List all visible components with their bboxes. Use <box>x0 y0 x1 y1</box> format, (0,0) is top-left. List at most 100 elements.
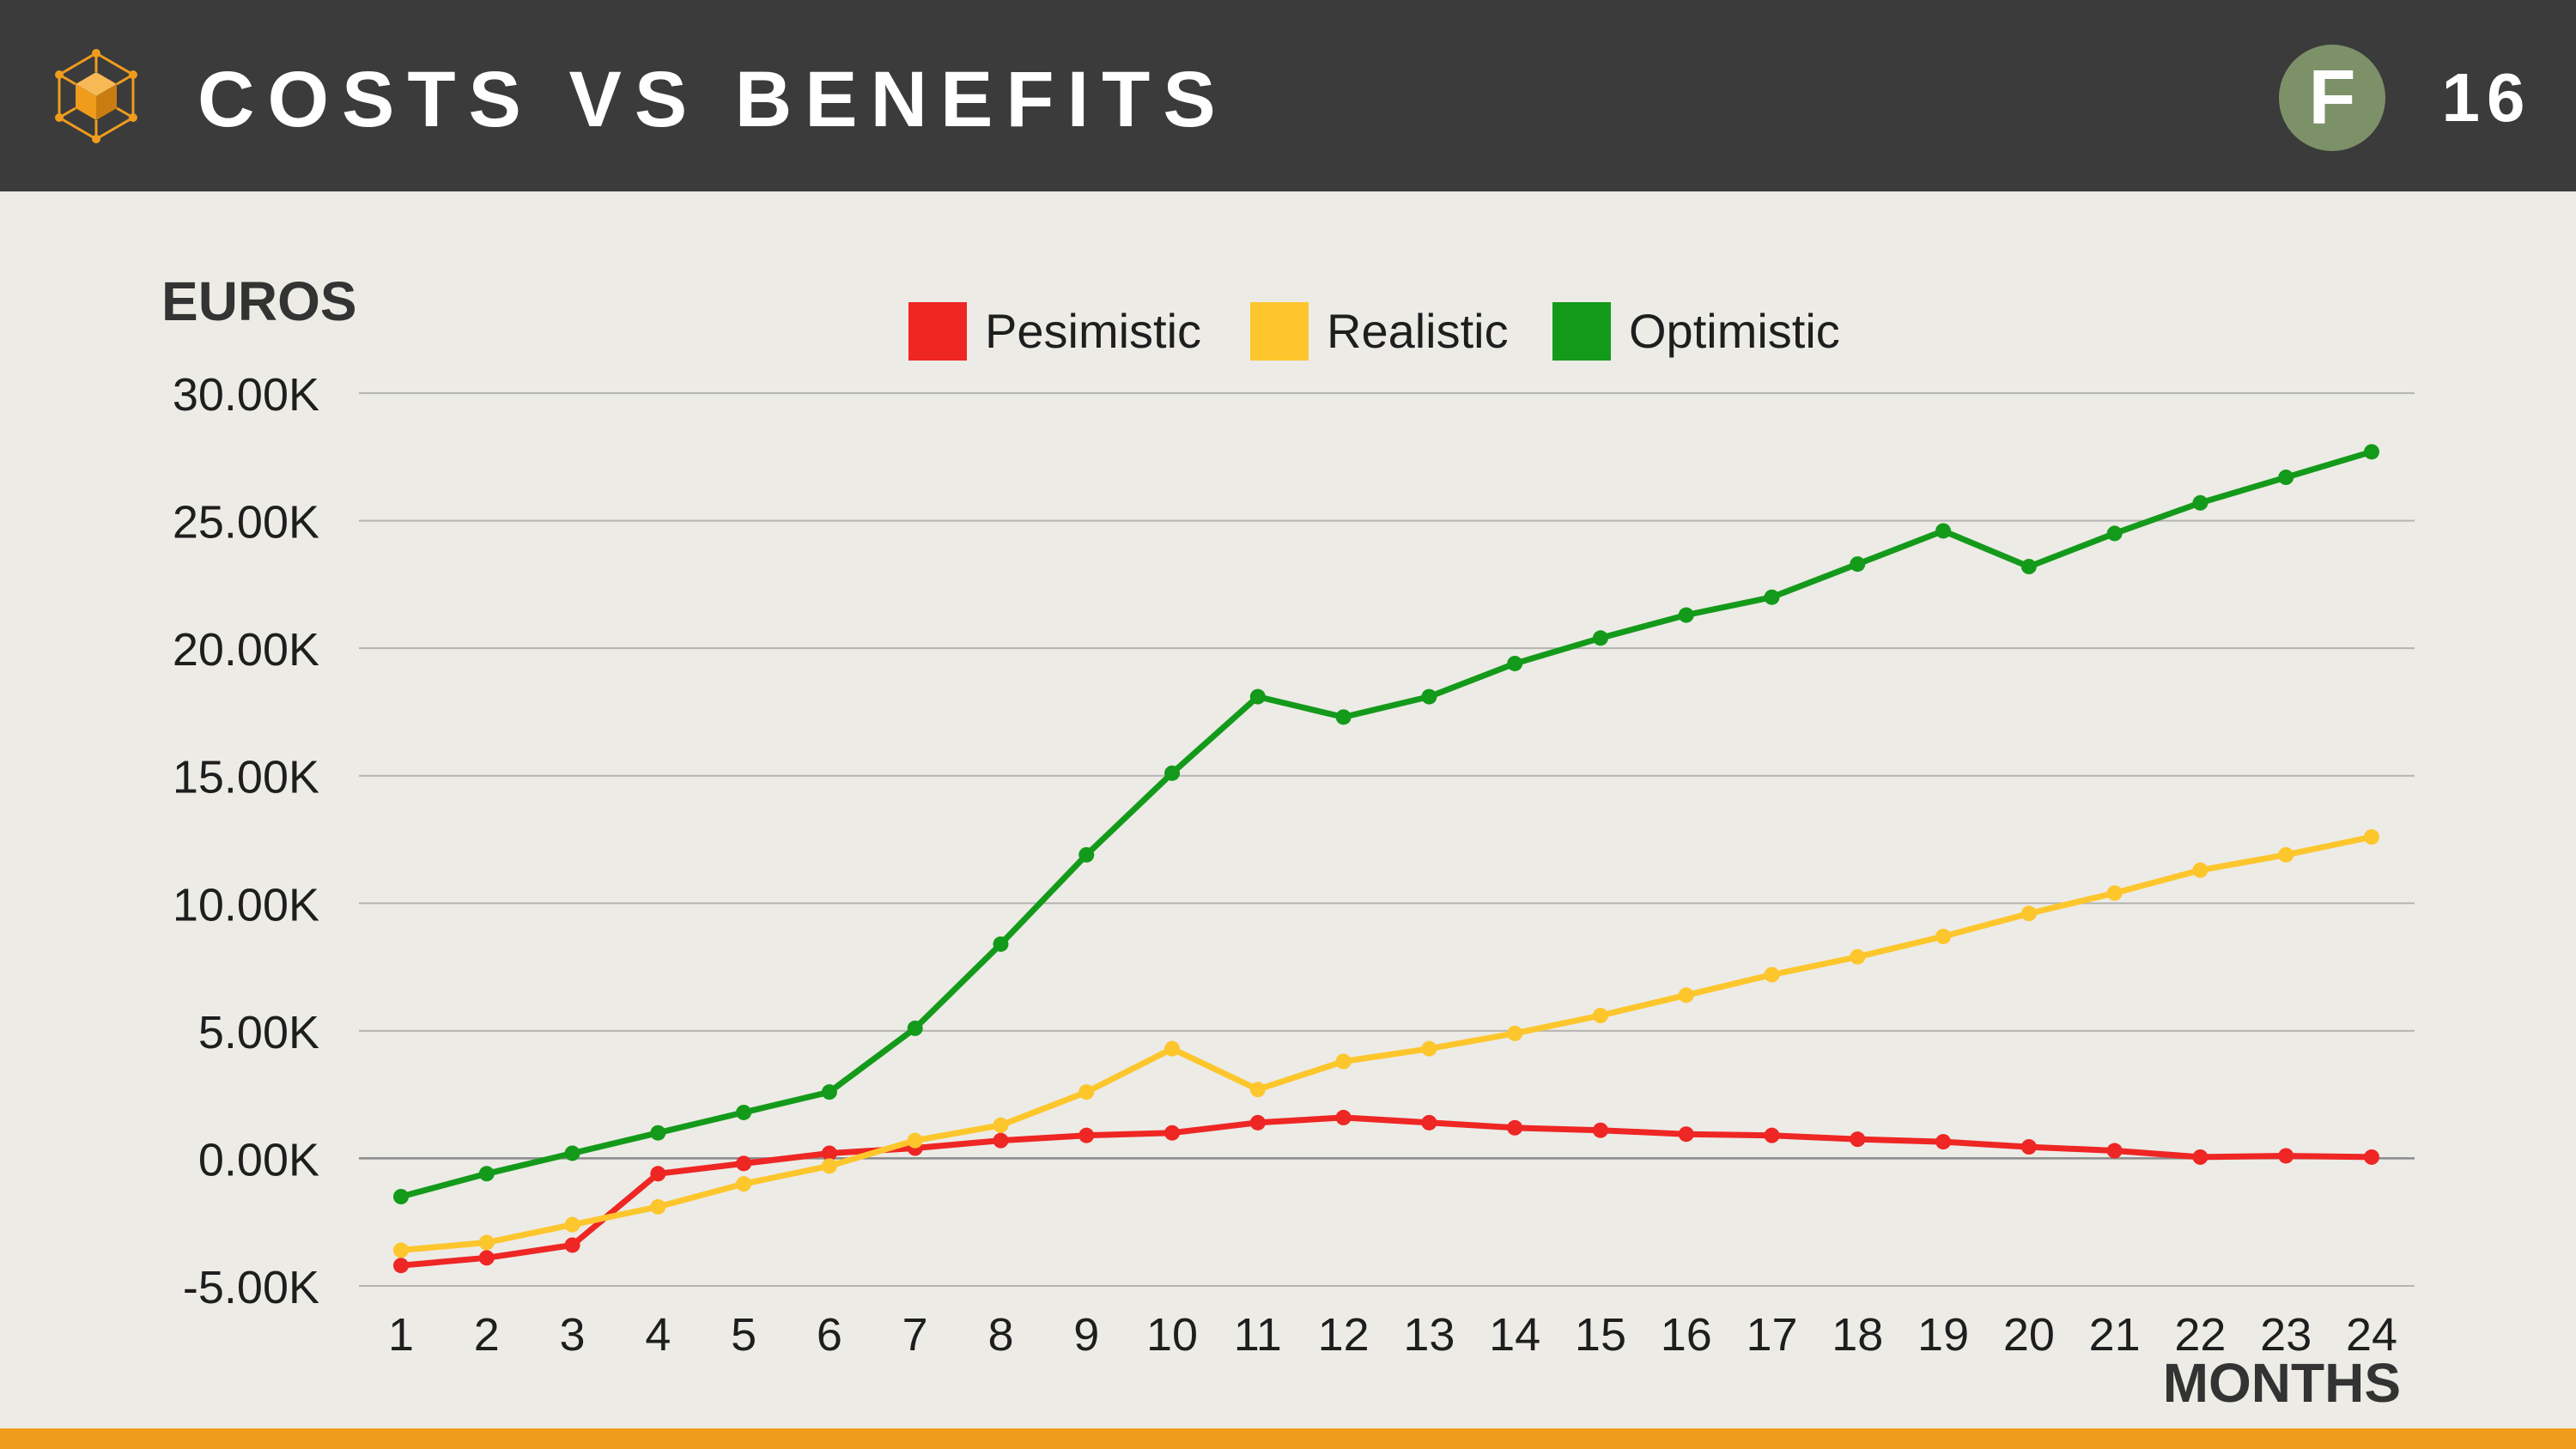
data-point <box>1164 765 1181 781</box>
data-point <box>736 1104 752 1120</box>
series-line <box>398 448 2375 1200</box>
data-point <box>736 1155 752 1172</box>
x-tick-label: 14 <box>1489 1309 1540 1361</box>
x-tick-label: 12 <box>1318 1309 1370 1361</box>
data-point <box>478 1234 495 1251</box>
y-tick-label: 5.00K <box>198 1007 319 1058</box>
data-point <box>2020 906 2037 922</box>
x-tick-label: 18 <box>1832 1309 1883 1361</box>
line-chart: -5.00K 0.00K 5.00K 10.00K 15.00K 20.00K 25.00K… <box>161 270 2415 1414</box>
data-point <box>1678 1126 1694 1143</box>
x-tick-label: 9 <box>1073 1309 1099 1361</box>
series-line <box>398 834 2375 1253</box>
x-tick-label: 6 <box>817 1309 842 1361</box>
x-tick-label: 2 <box>474 1309 500 1361</box>
data-point <box>1249 688 1266 705</box>
data-point <box>564 1237 580 1253</box>
data-point <box>1678 607 1694 623</box>
legend-item-realistic: Realistic <box>1250 302 1509 361</box>
y-tick-label: 20.00K <box>173 624 319 676</box>
data-point <box>1507 1025 1523 1041</box>
data-point <box>1678 987 1694 1003</box>
data-point <box>1335 1053 1352 1070</box>
data-point <box>1507 1119 1523 1136</box>
x-tick-label: 10 <box>1146 1309 1198 1361</box>
series-lines <box>393 444 2379 1274</box>
x-tick-label: 24 <box>2346 1309 2397 1361</box>
data-point <box>393 1189 409 1204</box>
x-tick-label: 13 <box>1403 1309 1455 1361</box>
x-tick-label: 1 <box>388 1309 414 1361</box>
x-tick-label: 3 <box>560 1309 586 1361</box>
x-tick-labels: 1 2 3 4 5 6 7 8 9 10 11 12 13 14 15 16 17 18 19 20 21 22 23 24 <box>388 1309 2397 1361</box>
data-point <box>1421 1040 1437 1057</box>
data-point <box>2106 885 2123 901</box>
data-point <box>1335 1109 1352 1125</box>
data-point <box>650 1125 666 1141</box>
slide-header: COSTS VS BENEFITS F 16 <box>0 0 2576 191</box>
data-point <box>1421 688 1437 705</box>
data-point <box>1421 1114 1437 1131</box>
legend-label: Pesimistic <box>985 304 1201 358</box>
data-point <box>478 1166 495 1182</box>
data-point <box>650 1166 666 1182</box>
data-point <box>1164 1040 1181 1057</box>
data-point <box>1764 589 1780 605</box>
data-point <box>393 1242 409 1258</box>
data-point <box>1249 1082 1266 1098</box>
cube-network-icon <box>55 49 137 143</box>
y-tick-label: -5.00K <box>183 1262 319 1313</box>
data-point <box>478 1250 495 1266</box>
data-point <box>1164 1125 1181 1141</box>
legend: Pesimistic Realistic Optimistic <box>908 302 1840 361</box>
data-point <box>2364 1149 2379 1165</box>
legend-swatch <box>1250 302 1309 361</box>
series-optimistic <box>393 444 2379 1204</box>
series-pesimistic <box>393 1109 2379 1274</box>
data-point <box>2278 1148 2294 1164</box>
data-point <box>1935 1134 1952 1150</box>
x-tick-label: 4 <box>645 1309 671 1361</box>
data-point <box>2192 862 2208 878</box>
x-tick-label: 11 <box>1234 1309 1282 1361</box>
data-point <box>2278 470 2294 486</box>
data-point <box>821 1084 837 1100</box>
y-axis-label: EUROS <box>161 270 357 332</box>
x-tick-label: 19 <box>1917 1309 1969 1361</box>
y-tick-label: 10.00K <box>173 879 319 931</box>
slide-title: COSTS VS BENEFITS <box>197 56 1229 143</box>
data-point <box>2278 846 2294 863</box>
y-tick-label: 0.00K <box>198 1134 319 1185</box>
data-point <box>1078 846 1095 863</box>
legend-item-pesimistic: Pesimistic <box>908 302 1201 361</box>
data-point <box>907 1132 923 1149</box>
data-point <box>2106 525 2123 542</box>
footer-accent-bar <box>0 1428 2576 1449</box>
x-tick-label: 16 <box>1661 1309 1712 1361</box>
data-point <box>2192 494 2208 511</box>
y-tick-label: 25.00K <box>173 497 319 549</box>
x-tick-label: 7 <box>902 1309 928 1361</box>
data-point <box>1592 1008 1608 1024</box>
data-point <box>993 1132 1009 1149</box>
y-tick-labels: -5.00K 0.00K 5.00K 10.00K 15.00K 20.00K 25.00K… <box>173 369 319 1313</box>
data-point <box>2020 559 2037 575</box>
data-point <box>650 1198 666 1215</box>
legend-label: Realistic <box>1327 304 1509 358</box>
data-point <box>1935 523 1952 539</box>
x-tick-label: 21 <box>2089 1309 2141 1361</box>
data-point <box>1764 967 1780 983</box>
data-point <box>393 1258 409 1274</box>
data-point <box>993 936 1009 952</box>
grid-lines <box>359 392 2415 1287</box>
x-tick-label: 15 <box>1575 1309 1626 1361</box>
data-point <box>2192 1149 2208 1165</box>
x-tick-label: 22 <box>2174 1309 2226 1361</box>
data-point <box>564 1145 580 1161</box>
data-point <box>1764 1127 1780 1143</box>
x-tick-label: 23 <box>2260 1309 2312 1361</box>
data-point <box>1507 655 1523 671</box>
data-point <box>1249 1114 1266 1131</box>
data-point <box>1078 1084 1095 1100</box>
legend-label: Optimistic <box>1629 304 1840 358</box>
